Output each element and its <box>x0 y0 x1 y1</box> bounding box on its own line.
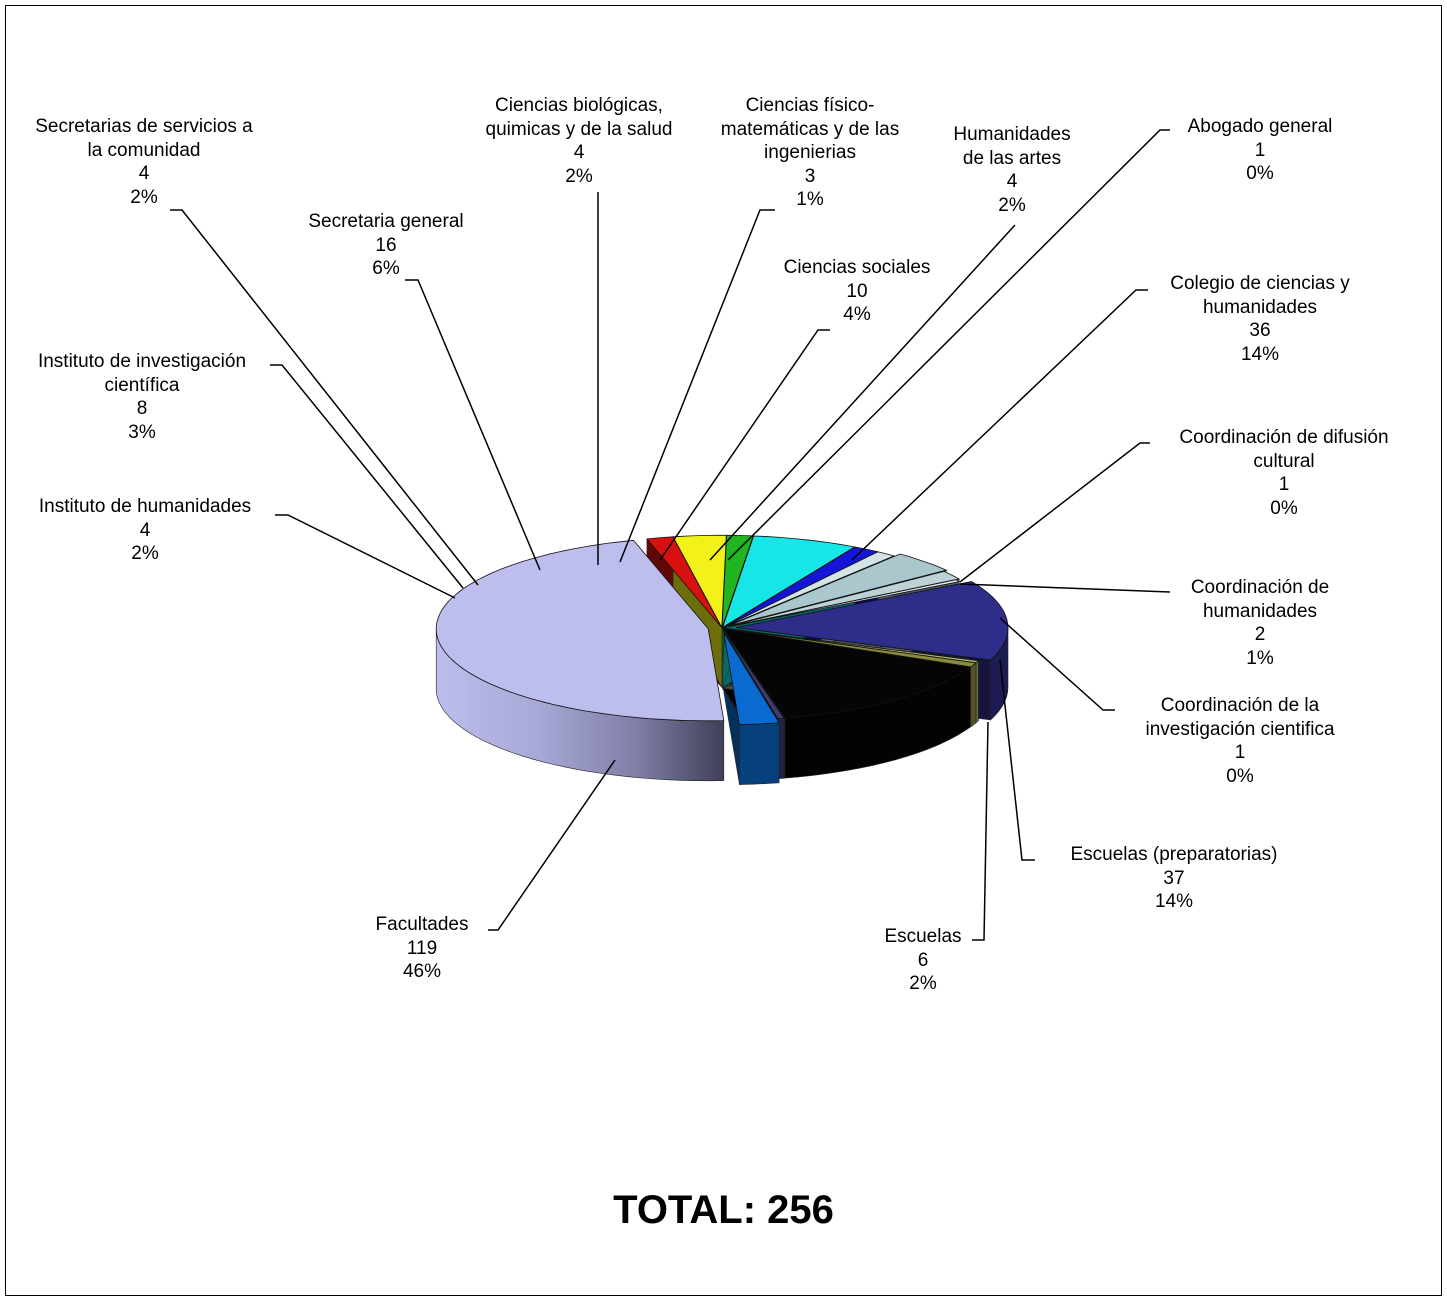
pie-side-2 <box>970 662 977 728</box>
label-escuelas-preparatorias: Escuelas (preparatorias) 37 14% <box>1070 844 1278 912</box>
leader-line-13 <box>999 659 1035 861</box>
pie-slice-15 <box>723 579 961 629</box>
pie-side-5 <box>739 722 780 785</box>
leader-line-7 <box>851 289 1148 561</box>
label-ciencias-fisico: Ciencias físico-matemáticas y de las inge… <box>720 95 900 210</box>
label-secretaria-general: Secretaria general 16 6% <box>308 211 464 279</box>
leader-line-14 <box>488 759 616 931</box>
total-label: TOTAL: 256 <box>613 1188 834 1232</box>
pie-slice-5 <box>723 632 780 726</box>
label-coord-humanidades: Coordinación de humanidades 2 1% <box>1190 577 1330 669</box>
label-coord-difusion: Coordinación de difusión cultural 1 0% <box>1179 427 1389 519</box>
leader-line-11 <box>959 583 1171 593</box>
label-instituto-investigacion: Instituto de investigación científica 8 3% <box>37 351 247 443</box>
pie-slice-4 <box>722 628 785 720</box>
label-coord-investigacion: Coordinación de la investigación cientifi… <box>1145 695 1335 787</box>
leader-line-9 <box>959 442 1150 583</box>
leader-line-12 <box>999 617 1115 711</box>
pie-slice-13 <box>729 553 948 626</box>
pie-side-1 <box>975 660 979 724</box>
leader-line-8 <box>270 364 464 589</box>
leader-lines <box>170 129 1171 941</box>
label-colegio-ciencias: Colegio de ciencias y humanidades 36 14% <box>1170 273 1350 365</box>
pie-slice-10 <box>721 535 856 629</box>
label-ciencias-biologicas: Ciencias biológicas, quimicas y de la sal… <box>485 95 673 187</box>
pie-slice-3 <box>722 627 972 719</box>
pie-slice-6 <box>435 539 725 722</box>
label-secretarias-servicios: Secretarias de servicios a la comunidad 4 2… <box>35 116 253 208</box>
leader-line-2 <box>619 209 775 563</box>
leader-line-4 <box>727 129 1170 561</box>
label-escuelas: Escuelas 6 2% <box>884 926 962 994</box>
leader-line-0 <box>170 209 479 586</box>
leader-line-15 <box>972 721 989 941</box>
pie-tops <box>435 534 1009 726</box>
pie-slice-12 <box>723 551 896 628</box>
pie-slice-0 <box>735 581 1009 661</box>
label-instituto-humanidades: Instituto de humanidades 4 2% <box>38 496 252 564</box>
label-abogado-general: Abogado general 1 0% <box>1187 116 1333 184</box>
leader-line-3 <box>709 224 1016 561</box>
leader-line-5 <box>405 279 541 571</box>
leader-line-6 <box>659 329 830 561</box>
label-humanidades-artes: Humanidades de las artes 4 2% <box>953 124 1071 216</box>
label-ciencias-sociales: Ciencias sociales 10 4% <box>783 257 931 325</box>
leader-line-10 <box>275 514 456 599</box>
label-facultades: Facultades 119 46% <box>375 914 469 982</box>
